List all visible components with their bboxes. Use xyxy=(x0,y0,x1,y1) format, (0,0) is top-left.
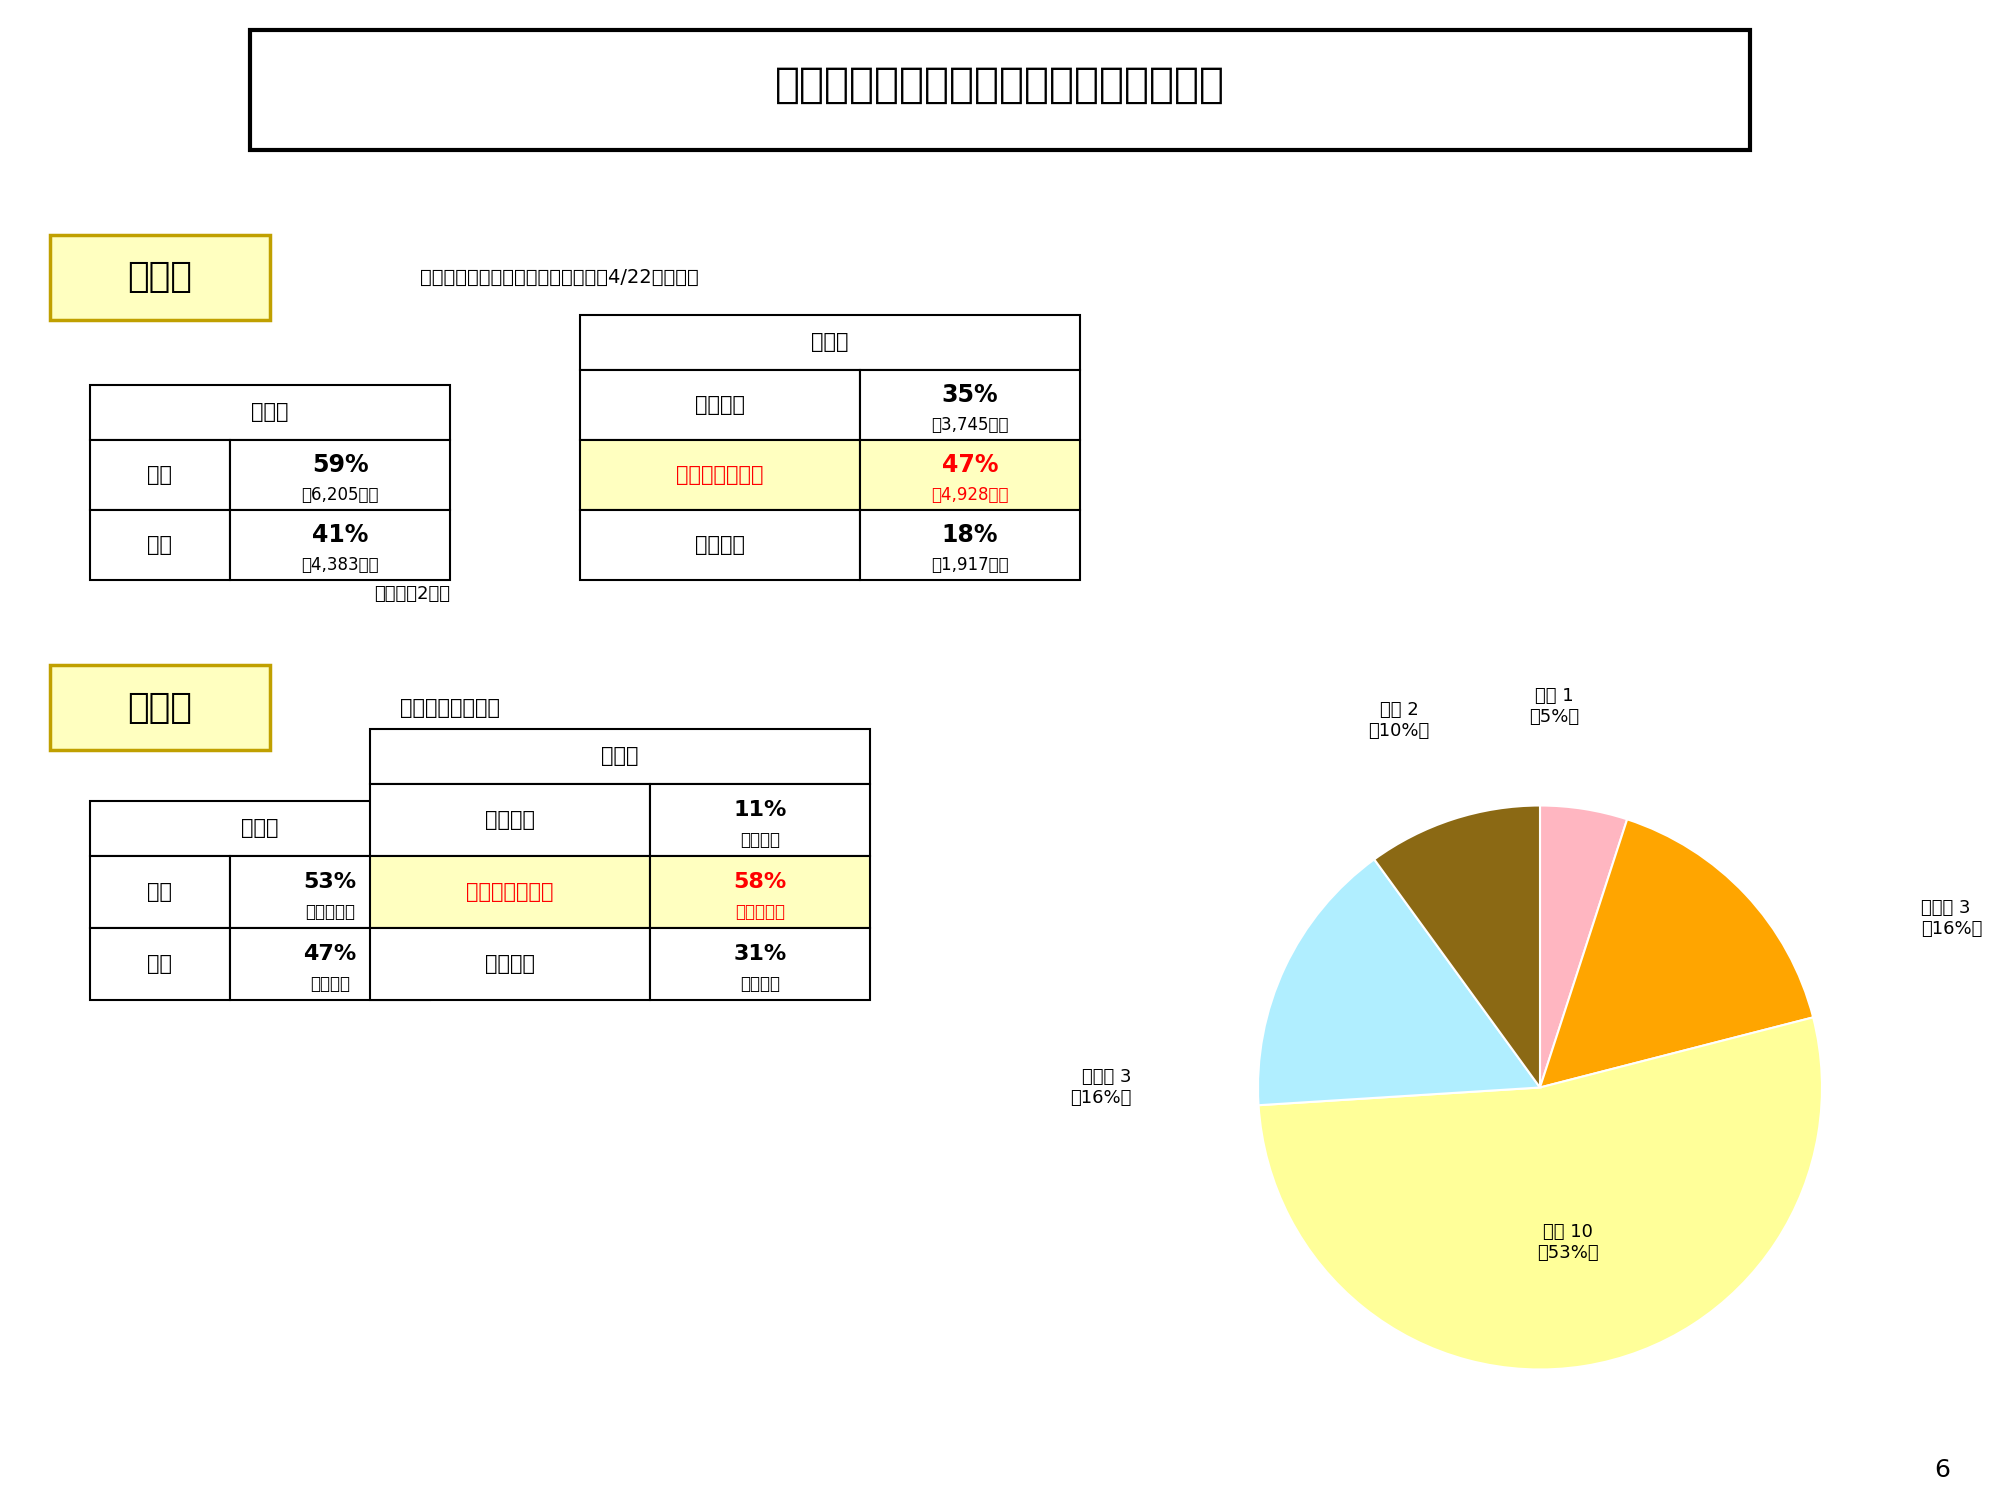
Text: 全国及び本市における感染者の状態分析: 全国及び本市における感染者の状態分析 xyxy=(776,64,1224,106)
Text: ７０代～: ７０代～ xyxy=(696,536,744,555)
Text: 性　別: 性 別 xyxy=(242,819,278,839)
Text: 58%: 58% xyxy=(734,871,786,892)
Bar xyxy=(860,370,1080,440)
Bar xyxy=(650,856,870,928)
Bar xyxy=(90,440,230,510)
Text: 47%: 47% xyxy=(304,944,356,964)
Text: 女性: 女性 xyxy=(148,954,172,974)
Text: ７０代～: ７０代～ xyxy=(484,954,536,974)
Text: （累計：１９人）: （累計：１９人） xyxy=(400,698,500,717)
Text: 性　別: 性 別 xyxy=(252,402,288,423)
Bar xyxy=(50,236,270,320)
Wedge shape xyxy=(1258,1017,1822,1370)
Text: 18%: 18% xyxy=(942,524,998,548)
Text: ４０代～６０代: ４０代～６０代 xyxy=(466,882,554,902)
Bar xyxy=(370,729,870,784)
Text: 59%: 59% xyxy=(312,453,368,477)
Bar xyxy=(250,30,1750,150)
Text: 47%: 47% xyxy=(942,453,998,477)
Text: 無症状 3
（16%）: 無症状 3 （16%） xyxy=(1070,1068,1132,1107)
Wedge shape xyxy=(1540,819,1814,1088)
Bar xyxy=(860,510,1080,580)
Bar xyxy=(90,386,450,439)
Text: 53%: 53% xyxy=(304,871,356,892)
Text: （不明　2人）: （不明 2人） xyxy=(374,585,450,603)
Text: （3,745人）: （3,745人） xyxy=(932,416,1008,434)
Wedge shape xyxy=(1540,806,1628,1088)
Bar xyxy=(90,856,230,928)
Text: 6: 6 xyxy=(1934,1458,1950,1482)
Bar xyxy=(90,801,430,856)
Text: 中等症 3
（16%）: 中等症 3 （16%） xyxy=(1920,898,1982,938)
Text: （９人）: （９人） xyxy=(310,975,350,993)
Bar xyxy=(90,928,230,1000)
Text: （国立感染症研究所報告より整理（4/22時点））: （国立感染症研究所報告より整理（4/22時点）） xyxy=(420,268,698,286)
Text: 31%: 31% xyxy=(734,944,786,964)
Text: （２人）: （２人） xyxy=(740,831,780,849)
Bar xyxy=(230,856,430,928)
Text: 年代別: 年代別 xyxy=(602,747,638,766)
Text: ～３０代: ～３０代 xyxy=(484,810,536,830)
Bar xyxy=(50,664,270,750)
Text: 男性: 男性 xyxy=(148,882,172,902)
Text: 男性: 男性 xyxy=(148,465,172,484)
Text: （１１人）: （１１人） xyxy=(736,903,784,921)
Text: （4,928人）: （4,928人） xyxy=(932,486,1008,504)
Bar xyxy=(230,928,430,1000)
Wedge shape xyxy=(1258,859,1540,1106)
Bar xyxy=(580,440,860,510)
Text: 35%: 35% xyxy=(942,382,998,406)
Bar xyxy=(370,856,650,928)
Text: ～３０代: ～３０代 xyxy=(696,394,744,416)
Text: ４０代～６０代: ４０代～６０代 xyxy=(676,465,764,484)
Bar xyxy=(370,784,650,856)
Bar xyxy=(650,784,870,856)
Text: 本　市: 本 市 xyxy=(128,690,192,724)
Bar xyxy=(650,928,870,1000)
Text: 全　国: 全 国 xyxy=(128,261,192,294)
Bar xyxy=(370,928,650,1000)
Bar xyxy=(580,315,1080,370)
Text: 軽症 10
（53%）: 軽症 10 （53%） xyxy=(1538,1222,1600,1262)
Text: 重症 1
（5%）: 重症 1 （5%） xyxy=(1530,687,1580,726)
Text: （1,917人）: （1,917人） xyxy=(932,556,1008,574)
Text: 年代別: 年代別 xyxy=(812,333,848,352)
Text: （６人）: （６人） xyxy=(740,975,780,993)
Text: 41%: 41% xyxy=(312,524,368,548)
Text: 死亡 2
（10%）: 死亡 2 （10%） xyxy=(1368,702,1430,741)
Bar xyxy=(580,510,860,580)
Text: 11%: 11% xyxy=(734,800,786,820)
Bar xyxy=(90,510,230,580)
Text: （１０人）: （１０人） xyxy=(304,903,356,921)
Text: 女性: 女性 xyxy=(148,536,172,555)
Text: （6,205人）: （6,205人） xyxy=(302,486,378,504)
Wedge shape xyxy=(1374,806,1540,1088)
Bar xyxy=(230,510,450,580)
Bar xyxy=(860,440,1080,510)
Bar xyxy=(580,370,860,440)
Bar xyxy=(230,440,450,510)
Text: （4,383人）: （4,383人） xyxy=(302,556,378,574)
